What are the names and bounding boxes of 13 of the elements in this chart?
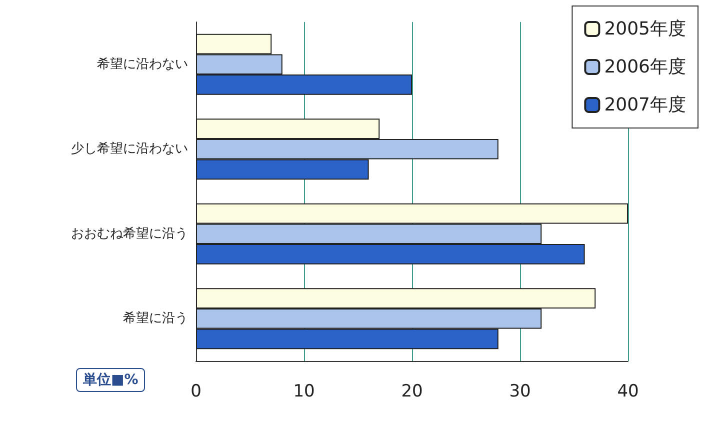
legend-label: 2005年度 <box>604 18 686 40</box>
x-tick-label: 30 <box>509 382 531 402</box>
x-tick-label: 10 <box>293 382 315 402</box>
legend-label: 2006年度 <box>604 56 686 78</box>
y-tick-label: 少し希望に沿わない <box>71 142 188 157</box>
y-tick-label: おおむね希望に沿う <box>71 226 188 242</box>
x-tick-label: 20 <box>401 382 423 402</box>
text: 単位■% <box>76 368 146 392</box>
y-tick-label: 希望に沿う <box>123 311 188 326</box>
y-tick-label: 希望に沿わない <box>97 56 188 72</box>
legend-label: 2007年度 <box>604 94 686 116</box>
x-tick-label: 40 <box>617 382 639 402</box>
x-tick-label: 0 <box>190 382 202 402</box>
